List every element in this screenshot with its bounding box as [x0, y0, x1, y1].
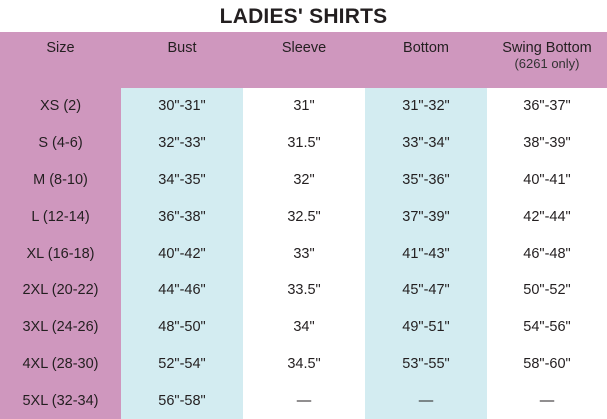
measurement-cell: 50"-52" [523, 282, 571, 299]
column-header-label: Bottom [403, 40, 449, 56]
column-header: Sleeve [243, 32, 365, 88]
measurement-cell: 42"-44" [523, 208, 571, 225]
measurement-cell: 53"-55" [365, 345, 487, 383]
measurement-cell: 52"-54" [121, 345, 243, 383]
measurement-cell: 41"-43" [365, 235, 487, 272]
measurement-cell: 34"-35" [121, 161, 243, 199]
table-row: XL (16-18) 40"-42" 33" 41"-43" 46"-48" [0, 235, 607, 272]
column-header: Size [0, 32, 121, 88]
measurement-cell: 54"-56" [523, 319, 571, 336]
measurement-cell: — [296, 392, 312, 409]
size-cell: XL (16-18) [0, 235, 121, 272]
measurement-cell: 46"-48" [523, 245, 571, 262]
measurement-cell: 33"-34" [365, 124, 487, 162]
measurement-cell: 44"-46" [121, 271, 243, 309]
size-cell: 4XL (28-30) [0, 345, 121, 383]
measurement-cell: 56"-58" [121, 382, 243, 419]
column-header-label: Swing Bottom [502, 40, 592, 56]
measurement-cell: 31" [293, 98, 315, 115]
column-header: Bottom [365, 32, 487, 88]
table-row: 4XL (28-30) 52"-54" 34.5" 53"-55" 58"-60" [0, 345, 607, 383]
size-cell: 5XL (32-34) [0, 382, 121, 419]
table-row: 3XL (24-26) 48"-50" 34" 49"-51" 54"-56" [0, 308, 607, 346]
size-cell: M (8-10) [0, 161, 121, 199]
size-cell: 2XL (20-22) [0, 271, 121, 309]
measurement-cell: 34.5" [287, 355, 321, 372]
measurement-cell: 40"-42" [121, 235, 243, 272]
size-cell: L (12-14) [0, 198, 121, 236]
column-header: Swing Bottom (6261 only) [487, 32, 607, 88]
measurement-cell: 58"-60" [523, 355, 571, 372]
measurement-cell: 31"-32" [365, 88, 487, 125]
table-body: XS (2) 30"-31" 31" 31"-32" 36"-37" S (4-6) 32"… [0, 88, 607, 419]
measurement-cell: 49"-51" [365, 308, 487, 346]
size-cell: S (4-6) [0, 124, 121, 162]
table-row: S (4-6) 32"-33" 31.5" 33"-34" 38"-39" [0, 124, 607, 162]
chart-title: LADIES' SHIRTS [219, 5, 388, 28]
table-row: L (12-14) 36"-38" 32.5" 37"-39" 42"-44" [0, 198, 607, 236]
measurement-cell: 33" [293, 245, 315, 262]
table-row: 5XL (32-34) 56"-58" — — — [0, 382, 607, 419]
measurement-cell: 33.5" [287, 282, 321, 299]
table-row: M (8-10) 34"-35" 32" 35"-36" 40"-41" [0, 161, 607, 199]
column-header-label: Size [46, 40, 75, 56]
column-header-note: (6261 only) [514, 56, 580, 71]
header-row: Size Bust Sleeve Bottom Swing Bottom (6261 on… [0, 32, 607, 88]
measurement-cell: 35"-36" [365, 161, 487, 199]
size-cell: 3XL (24-26) [0, 308, 121, 346]
column-header-label: Sleeve [281, 40, 327, 56]
table-row: XS (2) 30"-31" 31" 31"-32" 36"-37" [0, 88, 607, 125]
measurement-cell: 36"-38" [121, 198, 243, 236]
size-chart-table: Size Bust Sleeve Bottom Swing Bottom (6261 on… [0, 32, 607, 419]
measurement-cell: 30"-31" [121, 88, 243, 125]
measurement-cell: 32"-33" [121, 124, 243, 162]
measurement-cell: 31.5" [287, 135, 321, 152]
measurement-cell: 45"-47" [365, 271, 487, 309]
column-header-label: Bust [167, 40, 197, 56]
measurement-cell: 32" [293, 171, 315, 188]
measurement-cell: 36"-37" [523, 98, 571, 115]
measurement-cell: — [365, 382, 487, 419]
measurement-cell: 48"-50" [121, 308, 243, 346]
table-row: 2XL (20-22) 44"-46" 33.5" 45"-47" 50"-52" [0, 271, 607, 309]
measurement-cell: 40"-41" [523, 171, 571, 188]
measurement-cell: 38"-39" [523, 135, 571, 152]
measurement-cell: 32.5" [287, 208, 321, 225]
measurement-cell: — [539, 392, 555, 409]
measurement-cell: 37"-39" [365, 198, 487, 236]
size-cell: XS (2) [0, 88, 121, 125]
column-header: Bust [121, 32, 243, 88]
measurement-cell: 34" [293, 319, 315, 336]
